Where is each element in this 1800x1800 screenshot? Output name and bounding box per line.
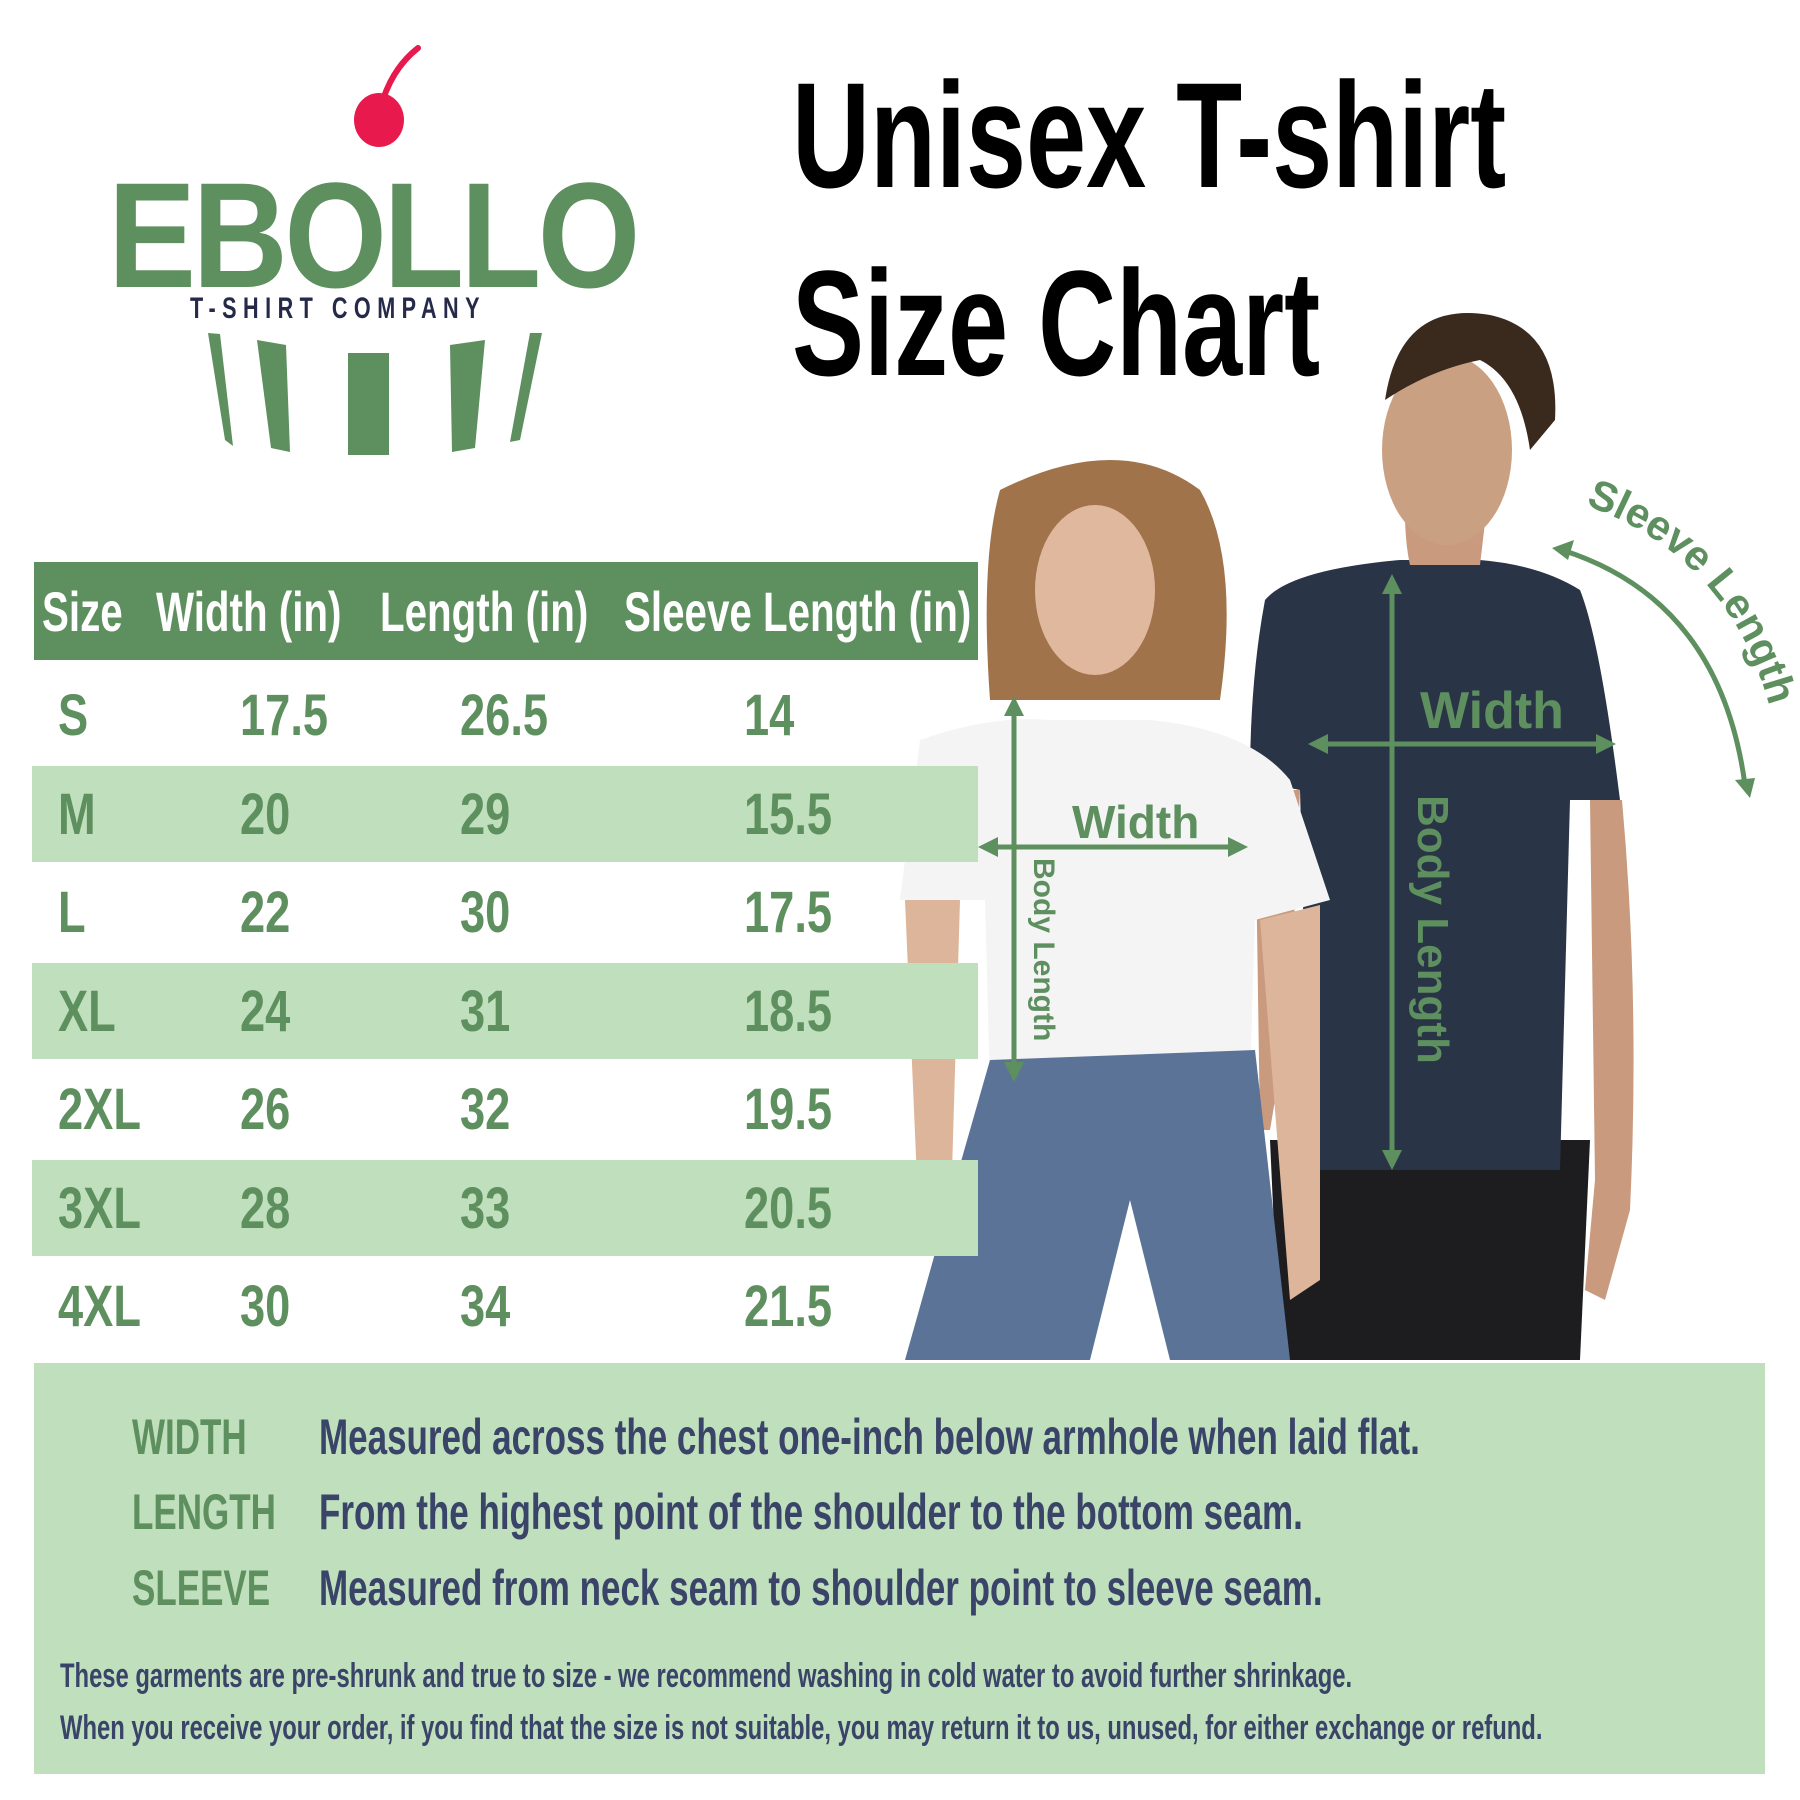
table-row: XL 24 31 18.5 <box>32 962 978 1059</box>
cell-width: 30 <box>240 1274 291 1339</box>
definition-length: From the highest point of the shoulder t… <box>319 1484 1303 1540</box>
cell-sleeve-length: 18.5 <box>744 978 833 1044</box>
brand-logo: EBOLLO T-SHIRT COMPANY <box>100 40 660 470</box>
cell-size: XL <box>58 978 116 1044</box>
cell-length: 33 <box>460 1175 511 1241</box>
cell-size: S <box>58 683 89 748</box>
definition-sleeve: Measured from neck seam to shoulder poin… <box>319 1560 1323 1616</box>
cell-width: 22 <box>240 880 291 945</box>
definitions-panel: WIDTH Measured across the chest one-inch… <box>34 1363 1765 1774</box>
woman-body-length-label: Body Length <box>1027 858 1060 1041</box>
cell-size: 2XL <box>58 1077 141 1142</box>
cell-size: M <box>58 781 96 847</box>
cell-sleeve-length: 14 <box>744 683 795 748</box>
brand-tagline: T-SHIRT COMPANY <box>190 292 486 325</box>
size-table-header: Size Width (in) Length (in) Sleeve Lengt… <box>34 562 978 660</box>
man-sleeve-length-label: Sleeve Length <box>1582 470 1800 709</box>
note-shrinkage: These garments are pre-shrunk and true t… <box>60 1657 1353 1695</box>
table-row: 4XL 30 34 21.5 <box>32 1258 978 1354</box>
cell-length: 32 <box>460 1077 511 1142</box>
cell-sleeve-length: 17.5 <box>744 880 833 945</box>
cell-width: 28 <box>240 1175 291 1241</box>
cell-sleeve-length: 15.5 <box>744 781 833 847</box>
cell-width: 26 <box>240 1077 291 1142</box>
header-length: Length (in) <box>380 580 589 643</box>
cell-length: 26.5 <box>460 683 549 748</box>
table-row: 2XL 26 32 19.5 <box>32 1061 978 1157</box>
term-sleeve: SLEEVE <box>132 1560 271 1616</box>
page-title: Unisex T-shirt <box>792 51 1507 219</box>
measurement-arrows <box>978 540 1755 1170</box>
woman-width-label: Width <box>1072 796 1199 848</box>
term-length: LENGTH <box>132 1484 276 1540</box>
page-subtitle: Size Chart <box>792 239 1321 407</box>
header-width: Width (in) <box>156 580 342 643</box>
cell-width: 24 <box>240 978 291 1044</box>
man-body-length-label: Body Length <box>1408 795 1457 1064</box>
cell-length: 34 <box>460 1274 511 1339</box>
size-table-body: S 17.5 26.5 14 M 20 29 15.5 L 22 30 17.5 XL 24 31 18.5 2… <box>0 667 1000 1357</box>
table-row: L 22 30 17.5 <box>32 864 978 960</box>
cell-sleeve-length: 21.5 <box>744 1274 833 1339</box>
cell-size: 3XL <box>58 1175 141 1241</box>
table-row: 3XL 28 33 20.5 <box>32 1159 978 1256</box>
cell-sleeve-length: 19.5 <box>744 1077 833 1142</box>
cell-length: 29 <box>460 781 511 847</box>
note-returns: When you receive your order, if you find… <box>60 1709 1543 1747</box>
cell-size: L <box>58 880 86 945</box>
header-size: Size <box>42 580 123 643</box>
cupcake-logo-graphic <box>208 45 542 455</box>
cherry-icon <box>354 93 404 147</box>
header-sleeve-length: Sleeve Length (in) <box>624 580 972 643</box>
definition-width: Measured across the chest one-inch below… <box>319 1409 1420 1465</box>
cell-width: 17.5 <box>240 683 329 748</box>
cell-length: 31 <box>460 978 511 1044</box>
man-width-label: Width <box>1420 682 1564 740</box>
cell-width: 20 <box>240 781 291 847</box>
table-row: M 20 29 15.5 <box>32 765 978 862</box>
brand-name: EBOLLO <box>108 151 640 319</box>
cell-length: 30 <box>460 880 511 945</box>
man-figure <box>1250 313 1634 1360</box>
cell-size: 4XL <box>58 1274 141 1339</box>
table-row: S 17.5 26.5 14 <box>32 667 978 763</box>
term-width: WIDTH <box>132 1409 247 1465</box>
cell-sleeve-length: 20.5 <box>744 1175 833 1241</box>
